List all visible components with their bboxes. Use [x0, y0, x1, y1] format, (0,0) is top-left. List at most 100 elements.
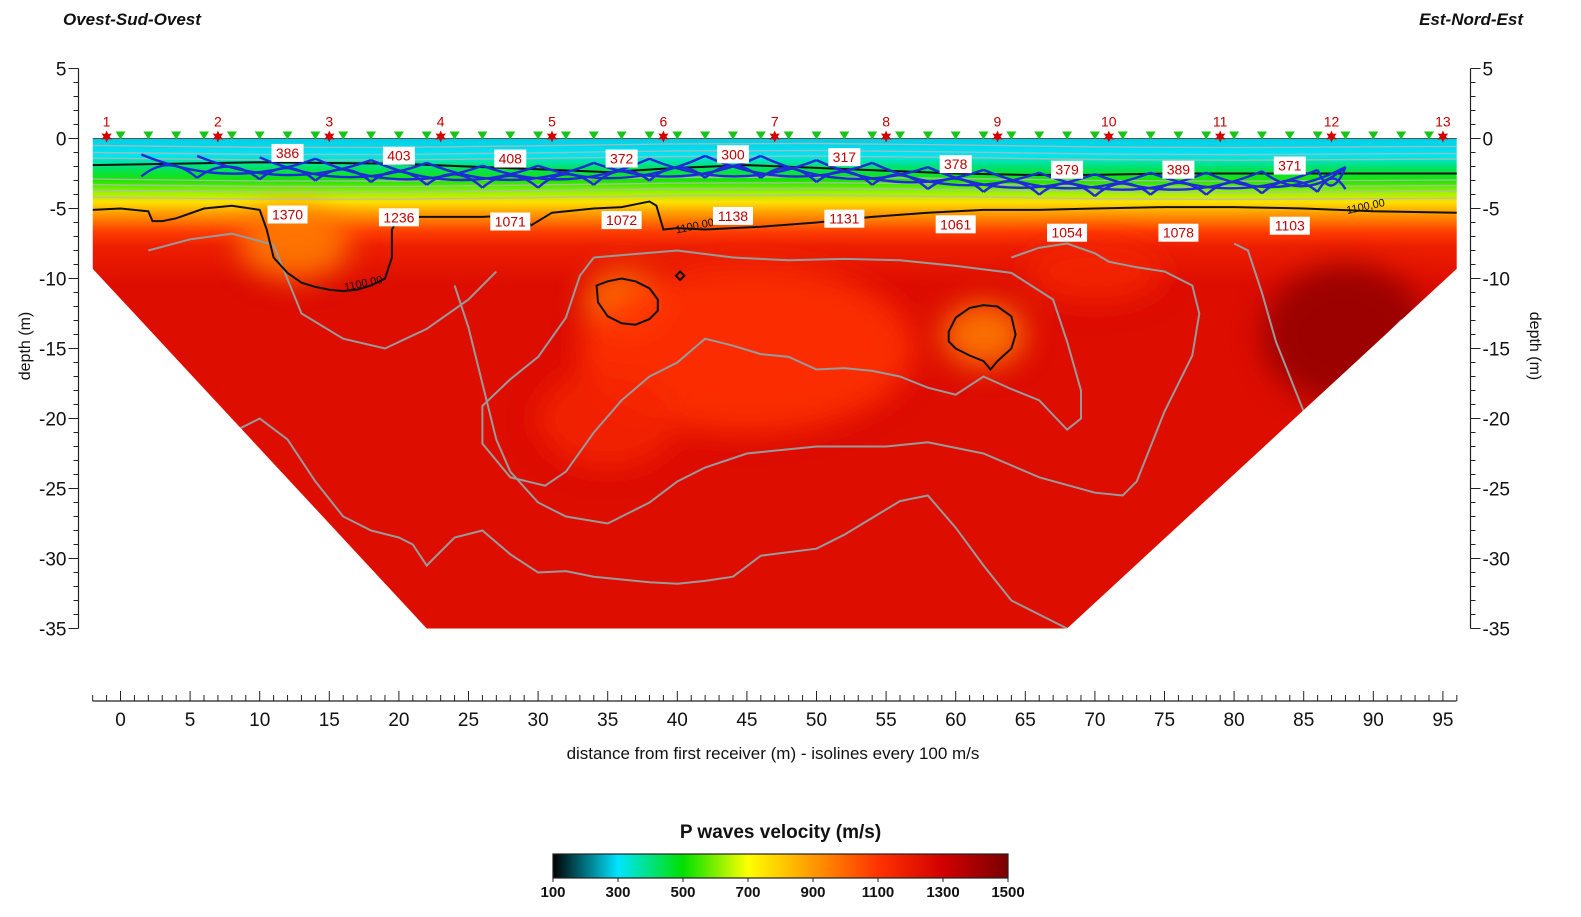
shot-number-label: 6	[659, 114, 667, 130]
shot-number-label: 7	[771, 114, 779, 130]
layer2-velocity-label: 1071	[490, 212, 531, 231]
layer1-velocity-label-box	[1051, 160, 1084, 179]
receiver-marker	[950, 131, 961, 140]
shot-number-label: 12	[1324, 114, 1340, 130]
shot-marker	[1326, 130, 1337, 143]
x-tick-label: 60	[945, 710, 966, 731]
ray-arc	[196, 165, 261, 181]
ray-arc	[983, 168, 1152, 190]
receiver-marker	[477, 131, 488, 140]
layer1-velocity-label: 378	[939, 155, 972, 174]
receiver-marker	[505, 131, 516, 140]
layer1-velocity-label: 408	[494, 149, 527, 168]
layer1-velocity-label-box	[1162, 160, 1195, 179]
shot-marker	[658, 130, 669, 143]
layer2-velocity-label-value: 1370	[272, 207, 303, 223]
shot-marker	[212, 130, 224, 143]
shot-marker	[1437, 130, 1449, 143]
ray-arc	[592, 169, 651, 186]
layer1-velocity-label: 379	[1051, 160, 1084, 179]
layer2-velocity-label-box	[935, 215, 976, 234]
y-tick-label: 5	[56, 60, 67, 81]
layer1-velocity-label: 372	[605, 149, 638, 168]
x-tick-label: 45	[736, 710, 757, 731]
velocity-anomaly	[1025, 240, 1165, 303]
ray-arc	[593, 154, 762, 178]
shot-number-label: 13	[1435, 114, 1451, 130]
receiver-marker	[1145, 131, 1156, 140]
receiver-marker	[588, 131, 599, 140]
y-tick-label: 0	[56, 130, 67, 151]
layer2-velocity-label: 1078	[1158, 223, 1199, 242]
layer1-velocity-label: 403	[382, 146, 415, 165]
ray-arc	[425, 173, 484, 189]
y-tick-label: -30	[1483, 550, 1510, 571]
receiver-marker	[254, 131, 265, 140]
isoline-1100-closed	[595, 277, 659, 326]
layer2-velocity-label-box	[378, 208, 419, 227]
ray-arc	[1316, 177, 1347, 193]
receiver-marker	[672, 131, 683, 140]
layer2-velocity-label-value: 1138	[718, 208, 748, 224]
layer2-velocity-label-box	[824, 209, 865, 228]
y-tick-label: -15	[1483, 340, 1510, 361]
shot-marker	[1215, 130, 1226, 143]
receiver-marker	[922, 131, 933, 140]
layer1-velocity-label-box	[1273, 156, 1306, 175]
y-tick-label: -35	[39, 620, 66, 641]
y-axis-label-left: depth (m)	[17, 312, 34, 380]
layer1-velocity-label-box	[828, 148, 861, 167]
y-tick-label: -20	[1483, 410, 1510, 431]
layer1-velocity-label: 386	[271, 143, 304, 162]
x-axis-label: distance from first receiver (m) - isoli…	[567, 744, 980, 763]
receiver-marker	[143, 131, 154, 140]
x-tick-label: 80	[1224, 710, 1245, 731]
receiver-marker	[1006, 131, 1017, 140]
layer2-velocity-label: 1054	[1047, 223, 1088, 242]
receiver-marker	[115, 131, 126, 140]
ray-arc	[648, 166, 706, 182]
receiver-marker	[310, 131, 321, 140]
layer2-velocity-label-box	[267, 205, 308, 224]
receiver-marker	[727, 131, 738, 140]
ray-arc	[815, 159, 984, 184]
colorbar-tick-label: 300	[605, 884, 630, 901]
layer1-velocity-label-box	[382, 146, 415, 165]
layer2-velocity-label-value: 1103	[1275, 218, 1305, 234]
layer2-velocity-label-value: 1236	[383, 209, 414, 225]
colorbar-tick-label: 1100	[862, 884, 895, 901]
layer2-velocity-label: 1072	[601, 211, 642, 230]
ray-arc	[1094, 170, 1263, 191]
x-tick-label: 65	[1015, 710, 1036, 731]
receiver-marker	[1396, 131, 1407, 140]
ray-arc	[815, 170, 873, 186]
ray-arc	[537, 154, 706, 180]
ray-arc	[927, 166, 1096, 189]
ray-arc	[1261, 166, 1347, 188]
receiver-marker	[1284, 131, 1295, 140]
colorbar-title: P waves velocity (m/s)	[680, 822, 881, 843]
isoline-shallow	[92, 194, 1457, 201]
ray-arc	[1038, 182, 1096, 197]
velocity-anomaly	[538, 369, 678, 468]
colorbar-tick-label: 100	[540, 884, 565, 901]
y-tick-label: -10	[39, 270, 66, 291]
colorbar-tick-label: 1300	[926, 884, 959, 901]
shot-marker	[1103, 130, 1114, 143]
ray-arc	[1149, 181, 1208, 196]
layer2-velocity-label-value: 1061	[940, 216, 971, 232]
layer1-velocity-label-value: 403	[387, 148, 411, 164]
isoline-shallow	[92, 142, 1457, 149]
x-tick-label: 40	[667, 710, 688, 731]
isoline-1100-closed	[674, 270, 686, 282]
receiver-marker	[867, 131, 878, 140]
shot-number-label: 10	[1101, 114, 1117, 130]
layer1-velocity-label-box	[716, 145, 749, 164]
ray-arc	[481, 174, 539, 189]
isoline-grey	[481, 249, 1082, 487]
receiver-marker	[616, 131, 627, 140]
layer1-velocity-label-value: 386	[276, 145, 300, 161]
layer2-velocity-label: 1236	[378, 208, 419, 227]
ray-arc	[1205, 180, 1263, 196]
layer2-velocity-label-value: 1078	[1163, 225, 1194, 241]
